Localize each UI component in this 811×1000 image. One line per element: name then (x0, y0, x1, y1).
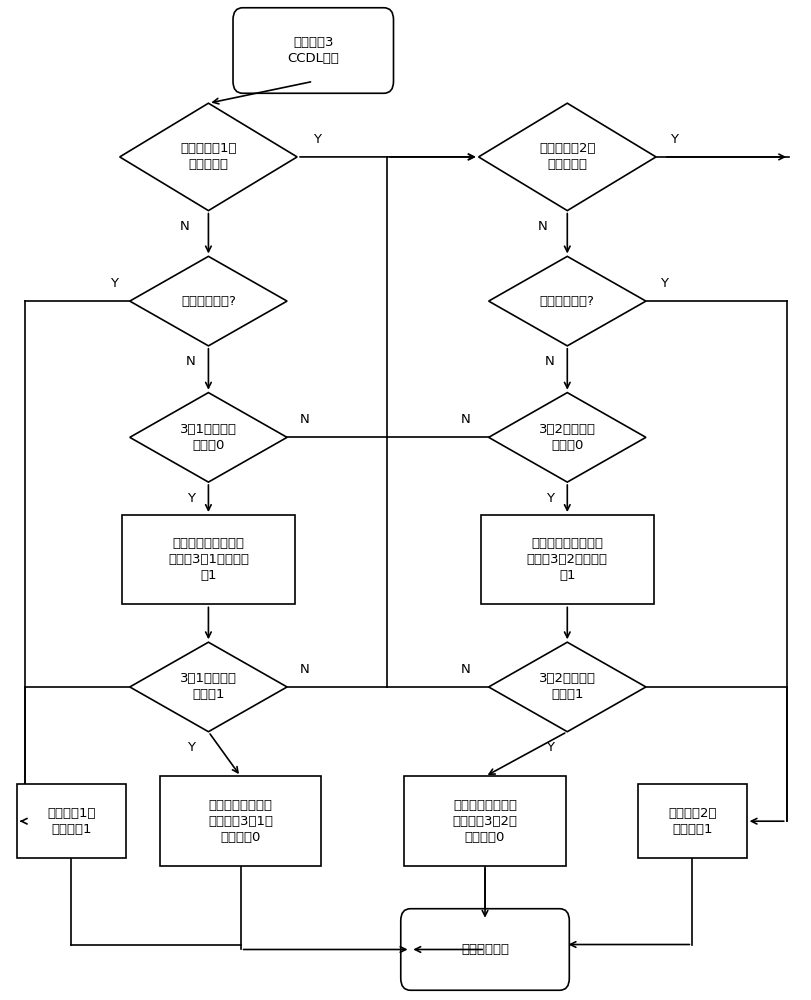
Bar (160, 776, 321, 866)
Text: N: N (299, 413, 309, 426)
Polygon shape (119, 103, 297, 211)
Text: N: N (461, 413, 470, 426)
Text: N: N (544, 355, 554, 368)
Text: N: N (179, 220, 189, 233)
Text: Y: Y (659, 277, 667, 290)
Polygon shape (488, 642, 645, 732)
Text: Y: Y (109, 277, 118, 290)
Polygon shape (130, 642, 287, 732)
Polygon shape (478, 103, 655, 211)
Text: 写入交叉传输所有数
据并置3写2读标志位
为1: 写入交叉传输所有数 据并置3写2读标志位 为1 (526, 537, 607, 582)
Text: 内核单元3
CCDL开始: 内核单元3 CCDL开始 (287, 36, 339, 65)
Text: Y: Y (545, 741, 553, 754)
Text: 3读2写标志位
是否为1: 3读2写标志位 是否为1 (539, 672, 595, 701)
Polygon shape (488, 393, 645, 482)
Text: 数据传输结束: 数据传输结束 (461, 943, 508, 956)
Text: N: N (186, 355, 195, 368)
Text: 读取交叉传输所有
数据并置3读2写
标志位为0: 读取交叉传输所有 数据并置3读2写 标志位为0 (452, 799, 517, 844)
Text: 交叉传输超时?: 交叉传输超时? (181, 295, 235, 308)
Bar (637, 784, 746, 858)
Text: Y: Y (669, 133, 677, 146)
Polygon shape (130, 256, 287, 346)
FancyBboxPatch shape (401, 909, 569, 990)
Text: 内核单元2故
障次数加1: 内核单元2故 障次数加1 (667, 807, 715, 836)
Text: 3读1写标志位
是否为1: 3读1写标志位 是否为1 (180, 672, 237, 701)
Text: 有内核单元1永
久故障记录: 有内核单元1永 久故障记录 (180, 142, 236, 171)
Text: 交叉传输超时?: 交叉传输超时? (539, 295, 594, 308)
Text: 有内核单元2永
久故障记录: 有内核单元2永 久故障记录 (539, 142, 594, 171)
Polygon shape (488, 256, 645, 346)
Bar (404, 776, 565, 866)
Text: Y: Y (545, 492, 553, 505)
Bar (480, 515, 653, 604)
Text: 内核单元1故
障次数加1: 内核单元1故 障次数加1 (47, 807, 96, 836)
Text: Y: Y (313, 133, 321, 146)
Text: Y: Y (187, 741, 195, 754)
FancyBboxPatch shape (233, 8, 393, 93)
Text: 3写1读标志位
是否为0: 3写1读标志位 是否为0 (180, 423, 237, 452)
Polygon shape (130, 393, 287, 482)
Text: N: N (461, 663, 470, 676)
Text: Y: Y (187, 492, 195, 505)
Text: 3写2读标志位
是否为0: 3写2读标志位 是否为0 (539, 423, 595, 452)
Text: N: N (299, 663, 309, 676)
Text: 读取交叉传输所有
数据并置3读1写
标志位为0: 读取交叉传输所有 数据并置3读1写 标志位为0 (208, 799, 272, 844)
Bar (17, 784, 126, 858)
Text: N: N (538, 220, 547, 233)
Text: 写入交叉传输所有数
据并置3写1读标志位
为1: 写入交叉传输所有数 据并置3写1读标志位 为1 (168, 537, 249, 582)
Bar (122, 515, 294, 604)
